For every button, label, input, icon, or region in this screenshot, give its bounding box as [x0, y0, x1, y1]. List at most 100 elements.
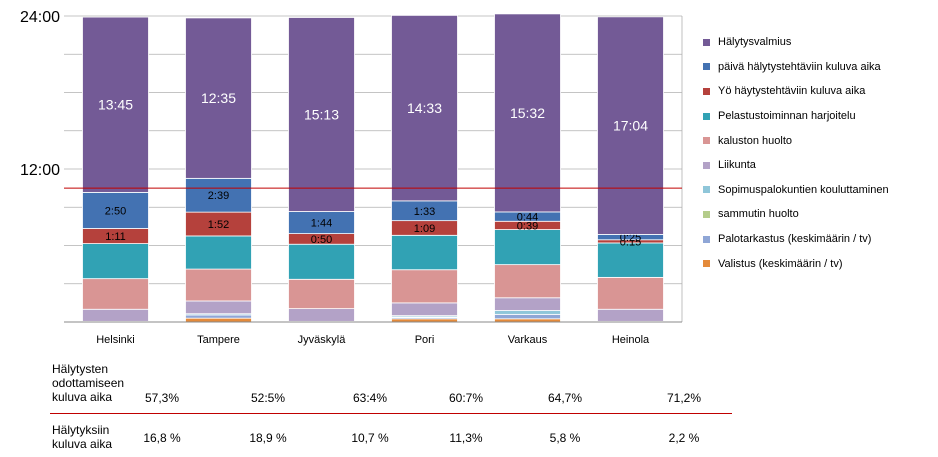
legend-swatch	[703, 260, 710, 268]
table-cell: 64,7%	[547, 391, 583, 405]
table-cell: 16,8 %	[143, 431, 181, 445]
bar-segment	[185, 300, 252, 315]
table-cell: 18,9 %	[249, 431, 287, 445]
data-label: 0:44	[517, 212, 538, 224]
table-cell: 10,7 %	[351, 431, 389, 445]
data-label: 2:39	[208, 190, 229, 202]
bar-segment	[185, 177, 252, 213]
table-cell: 60:7%	[448, 391, 484, 405]
bar-segment	[597, 276, 664, 310]
legend-item: sammutin huolto	[703, 202, 933, 227]
legend-item: Liikunta	[703, 153, 933, 178]
data-label: 12:35	[201, 90, 236, 106]
table-cell: 5,8 %	[549, 431, 581, 445]
row-label-line: kuluva aika	[52, 437, 113, 451]
legend-label: Pelastustoiminnan harjoitelu	[718, 110, 856, 123]
legend-item: Pelastustoiminnan harjoitelu	[703, 104, 933, 129]
bar-segment	[82, 278, 149, 310]
legend-swatch	[703, 161, 710, 169]
x-tick-label: Varkaus	[508, 334, 548, 346]
row-label-line: odottamiseen	[52, 376, 125, 390]
y-tick-label: 24:00	[20, 9, 60, 26]
data-label: 0:25	[620, 232, 641, 244]
bar-segment	[597, 308, 664, 322]
data-label: 13:45	[98, 97, 133, 113]
data-label: 2:50	[105, 205, 126, 217]
data-label: 1:52	[208, 219, 229, 231]
data-label: 1:09	[414, 223, 435, 235]
table-separator-line	[50, 413, 732, 414]
bar-segment	[391, 302, 458, 317]
legend-label: päivä hälytystehtäviin kuluva aika	[718, 60, 881, 73]
legend-swatch	[703, 63, 710, 71]
table-cell: 52:5%	[250, 391, 286, 405]
bar-segment	[494, 13, 561, 213]
data-label: 17:04	[613, 118, 648, 134]
x-tick-label: Tampere	[197, 334, 240, 346]
row-label-line: kuluva aika	[52, 390, 113, 404]
bar-segment	[288, 243, 355, 280]
x-tick-label: Heinola	[612, 334, 650, 346]
table-cell: 57,3%	[144, 391, 180, 405]
legend-label: Hälytysvalmius	[718, 36, 792, 49]
bar-segment	[391, 234, 458, 271]
bar-segment	[494, 313, 561, 320]
legend-swatch	[703, 87, 710, 95]
legend-swatch	[703, 186, 710, 194]
data-label: 15:32	[510, 105, 545, 121]
bar-segment	[288, 17, 355, 212]
legend-label: kaluston huolto	[718, 134, 792, 147]
data-label: 1:33	[414, 206, 435, 218]
bar-segment	[82, 16, 149, 193]
legend-swatch	[703, 112, 710, 120]
data-label: 14:33	[407, 100, 442, 116]
y-tick-label: 12:00	[20, 162, 60, 179]
legend-item: Sopimuspalokuntien kouluttaminen	[703, 178, 933, 203]
table-cell: 71,2%	[666, 391, 702, 405]
legend-item: Yö häytystehtäviin kuluva aika	[703, 79, 933, 104]
stacked-bar-chart: 24:00 12:00 1:11 2:50 13:45 Helsinki 1:52 2:39 1…	[20, 9, 683, 346]
data-label: 1:11	[105, 231, 126, 243]
row-label-line: Hälytyksiin	[52, 423, 110, 437]
data-label: 0:50	[311, 234, 332, 246]
bar-segment	[185, 235, 252, 270]
legend-swatch	[703, 210, 710, 218]
bar-segment	[391, 14, 458, 202]
chart-legend: Hälytysvalmius päivä hälytystehtäviin kul…	[703, 30, 933, 276]
row-label-line: Hälytysten	[52, 362, 109, 376]
data-label: 1:44	[311, 218, 332, 230]
bar-segment	[82, 243, 149, 280]
legend-label: sammutin huolto	[718, 208, 799, 221]
data-label: 0:39	[517, 220, 538, 232]
table-cell: 2,2 %	[668, 431, 700, 445]
legend-label: Liikunta	[718, 159, 756, 172]
bar-segment	[185, 314, 252, 319]
legend-item: Hälytysvalmius	[703, 30, 933, 55]
bar-segment	[185, 17, 252, 179]
bar-segment	[494, 310, 561, 315]
legend-swatch	[703, 235, 710, 243]
data-label: 15:13	[304, 107, 339, 123]
bar-segment	[185, 268, 252, 302]
legend-label: Sopimuspalokuntien kouluttaminen	[718, 183, 889, 196]
bar-segment	[597, 242, 664, 278]
legend-label: Yö häytystehtäviin kuluva aika	[718, 85, 866, 98]
table-cell: 63:4%	[352, 391, 388, 405]
bar-segment	[494, 229, 561, 266]
bar-segment	[82, 191, 149, 229]
x-tick-label: Jyväskylä	[298, 334, 347, 346]
legend-swatch	[703, 38, 710, 46]
bar-segment	[82, 308, 149, 322]
bar-segment	[288, 278, 355, 310]
bar-segment	[391, 269, 458, 304]
legend-item: päivä hälytystehtäviin kuluva aika	[703, 55, 933, 80]
legend-item: Palotarkastus (keskimäärin / tv)	[703, 227, 933, 252]
bar-segment	[288, 308, 355, 322]
legend-label: Valistus (keskimäärin / tv)	[718, 257, 843, 270]
bar-segment	[597, 16, 664, 235]
row-label-alarms: Hälytyksiin kuluva aika	[52, 423, 112, 451]
bar-segment	[494, 264, 561, 299]
x-tick-label: Helsinki	[96, 334, 135, 346]
table-cell: 11,3%	[449, 431, 483, 445]
row-label-waiting: Hälytysten odottamiseen kuluva aika	[52, 362, 124, 404]
